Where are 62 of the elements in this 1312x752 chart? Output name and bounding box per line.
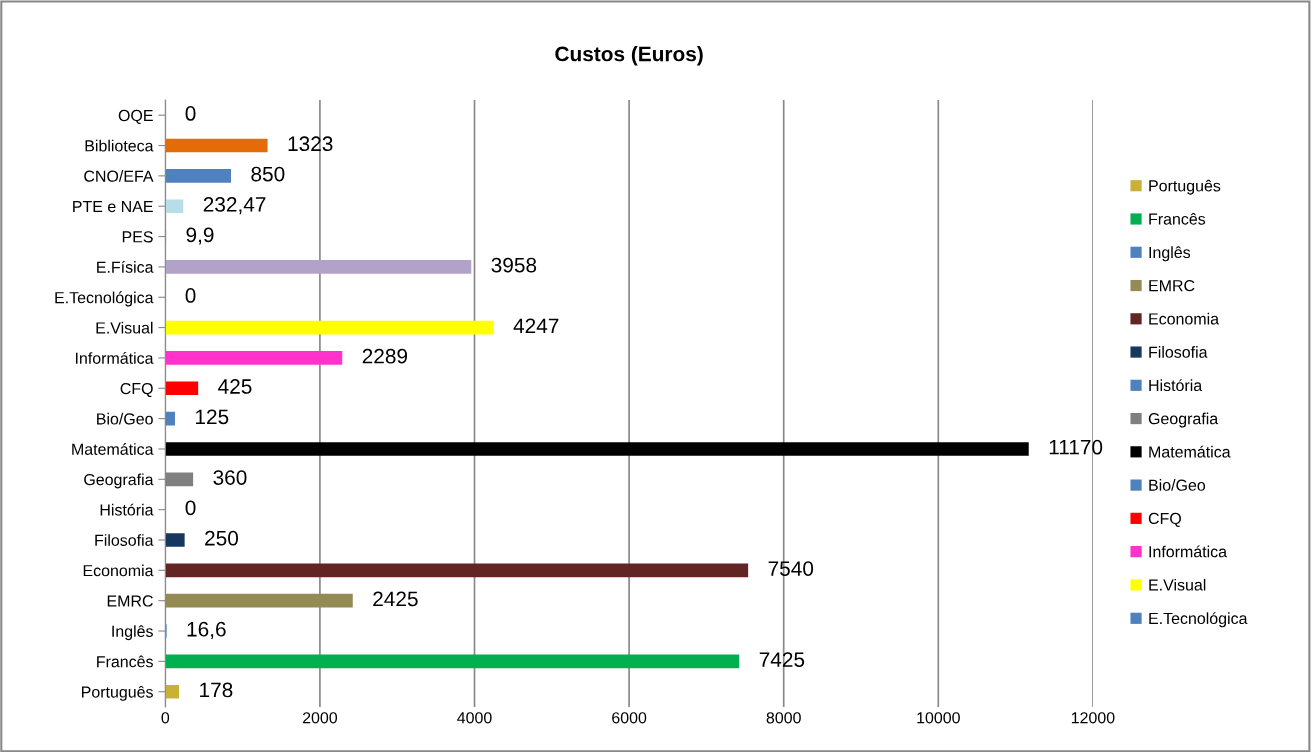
y-tick-label: CNO/EFA [84, 170, 154, 182]
data-label: 7425 [759, 652, 805, 667]
x-tick-label: 12000 [1071, 712, 1115, 724]
legend-label: E.Tecnológica [1149, 612, 1248, 628]
y-tick-label: EMRC [107, 595, 153, 607]
legend-label: Filosofia [1149, 346, 1208, 358]
data-label: 4247 [513, 318, 559, 333]
data-label: 178 [200, 682, 233, 698]
data-label: 360 [213, 470, 247, 485]
y-tick-label: Filosofia [95, 534, 154, 546]
legend-label: Economia [1149, 312, 1220, 325]
legend-label: História [1149, 379, 1203, 392]
data-label: 0 [185, 500, 196, 516]
data-label: 250 [205, 530, 239, 546]
data-label: 0 [185, 288, 196, 303]
x-tick-label: 10000 [917, 712, 960, 724]
data-label: 7540 [768, 561, 814, 576]
legend-label: Português [1149, 179, 1221, 195]
y-tick-label: Economia [83, 564, 154, 577]
x-tick-label: 6000 [612, 712, 647, 724]
data-label: 0 [185, 106, 196, 121]
legend-label: Bio/Geo [1149, 479, 1206, 491]
y-tick-label: OQE [118, 109, 153, 124]
data-label: 1323 [288, 136, 333, 152]
data-label: 16,6 [187, 621, 226, 640]
data-label: 425 [218, 379, 252, 394]
x-tick-label: 4000 [457, 712, 492, 724]
legend-label: EMRC [1149, 279, 1195, 292]
data-label: 2289 [362, 348, 408, 364]
y-tick-label: CFQ [120, 382, 153, 398]
x-tick-label: 8000 [766, 712, 801, 724]
data-label: 2425 [373, 591, 418, 607]
data-label: 11170 [1049, 439, 1103, 455]
data-label: 125 [196, 409, 229, 425]
y-tick-label: E.Visual [96, 321, 153, 334]
y-tick-label: História [100, 503, 154, 516]
x-tick-label: 2000 [302, 712, 338, 724]
y-tick-label: Bio/Geo [97, 412, 153, 425]
y-tick-label: E.Física [97, 260, 154, 273]
legend-label: Inglês [1149, 246, 1191, 262]
y-tick-label: Português [82, 685, 153, 701]
y-tick-label: PTE e NAE [73, 201, 153, 213]
y-tick-label: Geografia [84, 473, 154, 489]
data-label: 232,47 [203, 197, 266, 215]
legend-label: Geografia [1148, 412, 1219, 428]
legend-label: Matemática [1149, 445, 1231, 458]
data-label: 850 [251, 166, 285, 182]
y-tick-label: E.Tecnológica [55, 291, 154, 307]
legend-label: CFQ [1148, 512, 1181, 527]
legend-label: Francês [1149, 212, 1206, 225]
y-tick-label: Matemática [72, 442, 154, 455]
y-tick-label: Inglês [112, 625, 153, 641]
y-tick-label: PES [122, 231, 153, 243]
y-tick-label: Informática [75, 351, 154, 364]
legend-label: E.Visual [1149, 578, 1206, 591]
chart-title: Custos (Euros) [555, 46, 703, 66]
x-tick-label: 0 [161, 712, 170, 724]
y-tick-label: Francês [97, 655, 153, 668]
data-label: 9,9 [186, 227, 214, 245]
data-label: 3958 [491, 257, 537, 273]
legend-label: Informática [1149, 545, 1228, 558]
y-tick-label: Biblioteca [85, 139, 154, 152]
